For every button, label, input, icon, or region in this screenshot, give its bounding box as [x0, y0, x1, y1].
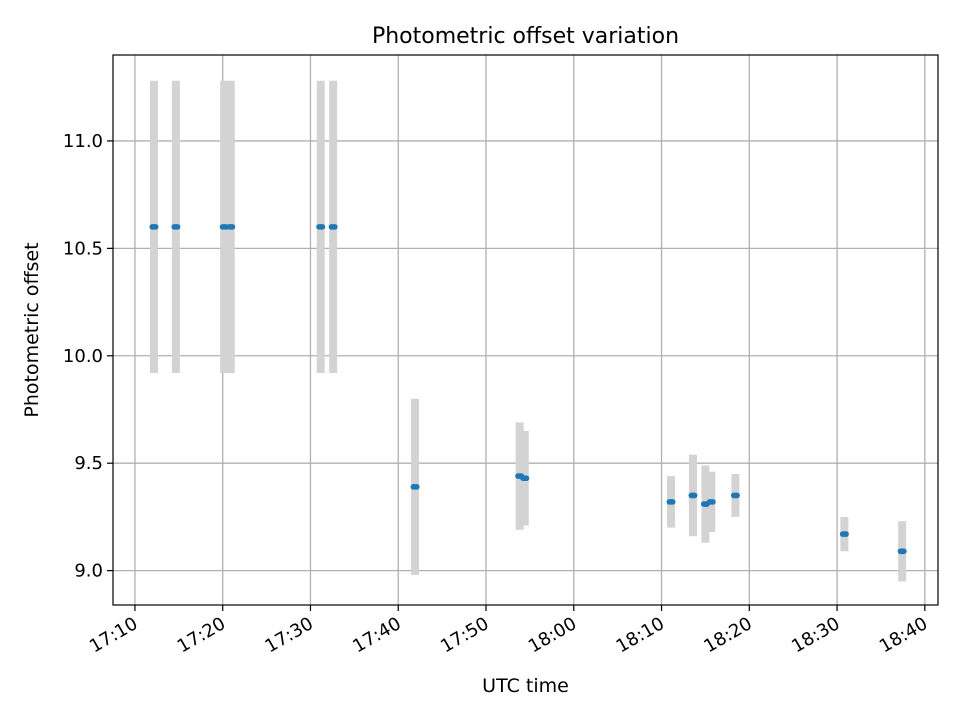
y-tick-label: 10.0: [63, 346, 103, 367]
data-point: [688, 492, 698, 499]
y-tick-label: 11.0: [63, 131, 103, 152]
plot-area-frame: [112, 54, 939, 606]
grid: [113, 55, 938, 605]
data-point: [730, 492, 740, 499]
x-axis-label: UTC time: [482, 675, 569, 697]
data-point: [897, 548, 907, 555]
data-point: [171, 224, 181, 230]
y-tick-label: 10.5: [63, 238, 103, 259]
data-point: [520, 475, 530, 482]
data-point: [410, 484, 420, 490]
data-points: [149, 224, 907, 555]
data-point: [316, 224, 326, 230]
chart-title: Photometric offset variation: [372, 24, 679, 49]
data-point: [706, 499, 716, 505]
data-point: [149, 224, 159, 230]
y-tick-label: 9.5: [74, 453, 103, 474]
data-point: [328, 224, 338, 230]
data-point: [219, 224, 229, 230]
y-axis-label: Photometric offset: [21, 242, 43, 417]
data-point: [839, 531, 849, 537]
data-point: [226, 224, 236, 230]
y-tick-label: 9.0: [74, 561, 103, 582]
data-point: [666, 499, 676, 505]
